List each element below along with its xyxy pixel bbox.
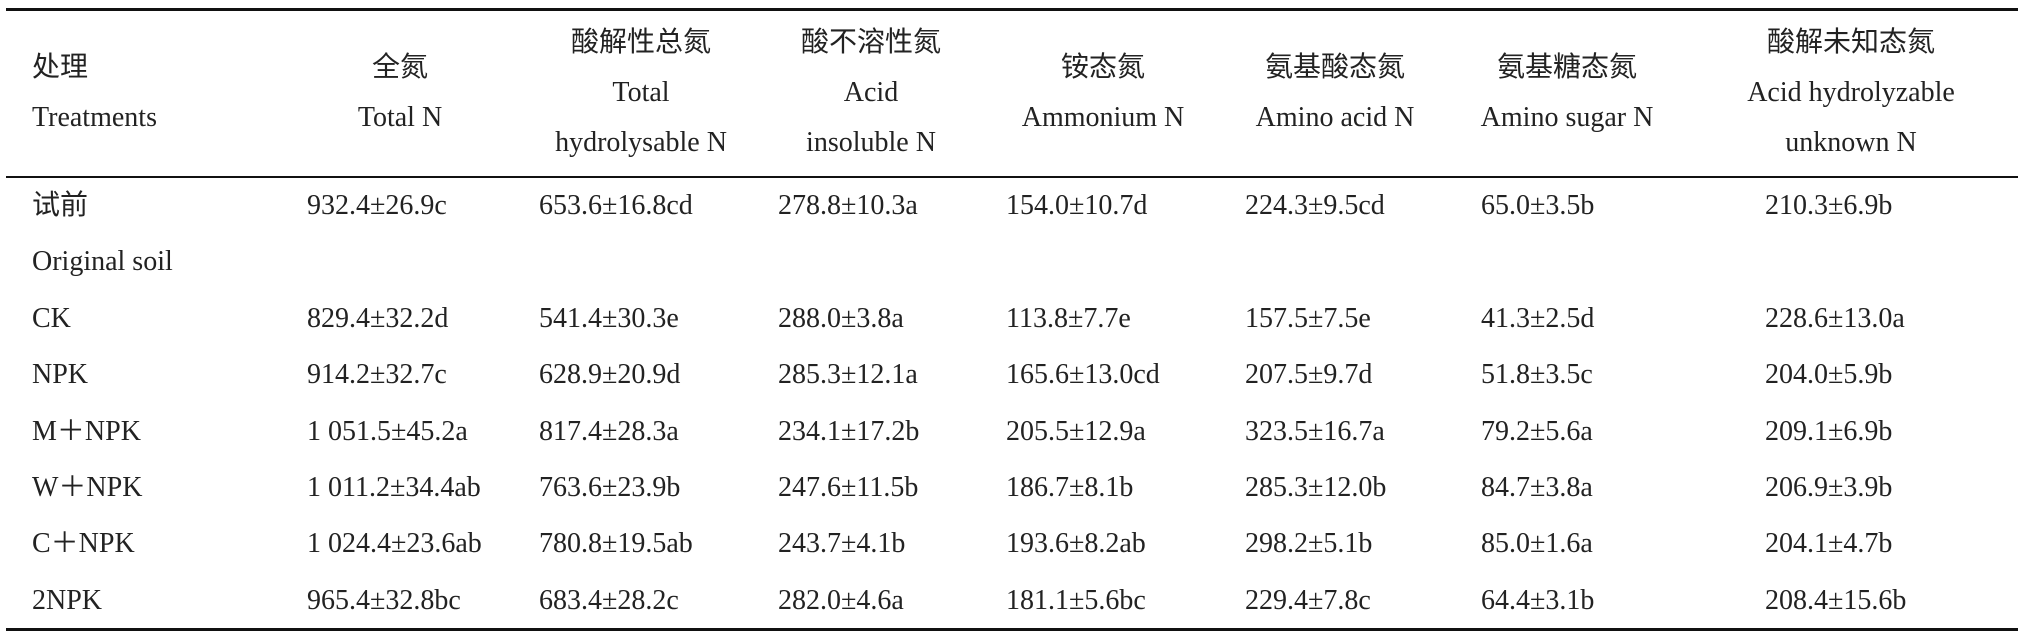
column-header-en: insoluble N xyxy=(806,127,936,158)
cell-value: 1 011.2±34.4ab xyxy=(307,472,481,503)
column-header-en: Total N xyxy=(357,102,443,133)
cell-value: 288.0±3.8a xyxy=(778,302,904,334)
bottom-rule xyxy=(6,628,2018,631)
cell-value: 65.0±3.5b xyxy=(1481,190,1595,221)
treatment-label: M＋NPK xyxy=(32,415,141,447)
treatment-label: W＋NPK xyxy=(32,472,143,503)
top-rule xyxy=(6,8,2018,11)
column-header-en: Total xyxy=(612,77,670,108)
cell-value: 247.6±11.5b xyxy=(778,472,919,503)
cell-value: 817.4±28.3a xyxy=(539,415,679,447)
cell-value: 965.4±32.8bc xyxy=(307,584,461,616)
treatment-label: C＋NPK xyxy=(32,528,135,560)
cell-value: 41.3±2.5d xyxy=(1481,302,1595,334)
cell-value: 224.3±9.5cd xyxy=(1245,190,1385,221)
column-header-en: Treatments xyxy=(32,102,157,133)
treatment-label: 试前 xyxy=(32,190,89,221)
cell-value: 85.0±1.6a xyxy=(1481,528,1593,560)
cell-value: 193.6±8.2ab xyxy=(1006,528,1146,560)
column-header-zh: 处理 xyxy=(32,52,89,83)
cell-value: 210.3±6.9b xyxy=(1765,190,1893,221)
cell-value: 51.8±3.5c xyxy=(1481,359,1593,391)
cell-value: 204.1±4.7b xyxy=(1765,528,1893,560)
cell-value: 154.0±10.7d xyxy=(1006,190,1148,221)
column-header-en: hydrolysable N xyxy=(555,127,727,158)
cell-value: 285.3±12.1a xyxy=(778,359,918,391)
column-header-en: Ammonium N xyxy=(1021,102,1185,133)
cell-value: 628.9±20.9d xyxy=(539,359,681,391)
cell-value: 541.4±30.3e xyxy=(539,302,679,334)
cell-value: 181.1±5.6bc xyxy=(1006,584,1146,616)
column-header-en: Amino sugar N xyxy=(1480,102,1654,133)
cell-value: 234.1±17.2b xyxy=(778,415,920,447)
cell-value: 780.8±19.5ab xyxy=(539,528,693,560)
cell-value: 208.4±15.6b xyxy=(1765,584,1907,616)
cell-value: 653.6±16.8cd xyxy=(539,190,693,221)
cell-value: 209.1±6.9b xyxy=(1765,415,1893,447)
cell-value: 683.4±28.2c xyxy=(539,584,679,616)
treatment-label: NPK xyxy=(32,359,89,391)
cell-value: 278.8±10.3a xyxy=(778,190,918,221)
column-header-zh: 铵态氮 xyxy=(1060,52,1146,83)
treatment-label: CK xyxy=(32,302,71,334)
cell-value: 285.3±12.0b xyxy=(1245,472,1387,503)
cell-value: 157.5±7.5e xyxy=(1245,302,1371,334)
cell-value: 207.5±9.7d xyxy=(1245,359,1373,391)
header-rule xyxy=(6,176,2018,178)
treatment-label: 2NPK xyxy=(32,584,103,616)
cell-value: 243.7±4.1b xyxy=(778,528,906,560)
cell-value: 914.2±32.7c xyxy=(307,359,447,391)
column-header-zh: 全氮 xyxy=(371,52,429,83)
column-header-zh: 氨基糖态氮 xyxy=(1496,52,1638,83)
cell-value: 298.2±5.1b xyxy=(1245,528,1373,560)
cell-value: 1 051.5±45.2a xyxy=(307,415,468,447)
cell-value: 79.2±5.6a xyxy=(1481,415,1593,447)
column-header-zh: 酸不溶性氮 xyxy=(800,27,942,58)
cell-value: 206.9±3.9b xyxy=(1765,472,1893,503)
column-header-en: Amino acid N xyxy=(1255,102,1415,133)
treatment-label: Original soil xyxy=(32,246,173,278)
cell-value: 1 024.4±23.6ab xyxy=(307,528,482,560)
cell-value: 932.4±26.9c xyxy=(307,190,447,221)
column-header-en: Acid xyxy=(843,77,899,108)
cell-value: 323.5±16.7a xyxy=(1245,415,1385,447)
column-header-zh: 氨基酸态氮 xyxy=(1264,52,1406,83)
cell-value: 763.6±23.9b xyxy=(539,472,681,503)
cell-value: 113.8±7.7e xyxy=(1006,302,1131,334)
cell-value: 282.0±4.6a xyxy=(778,584,904,616)
cell-value: 186.7±8.1b xyxy=(1006,472,1134,503)
cell-value: 229.4±7.8c xyxy=(1245,584,1371,616)
column-header-en: Acid hydrolyzable xyxy=(1747,77,1955,108)
column-header-zh: 酸解未知态氮 xyxy=(1766,27,1936,58)
cell-value: 204.0±5.9b xyxy=(1765,359,1893,391)
cell-value: 165.6±13.0cd xyxy=(1006,359,1160,391)
column-header-zh: 酸解性总氮 xyxy=(570,27,712,58)
cell-value: 64.4±3.1b xyxy=(1481,584,1595,616)
column-header-en: unknown N xyxy=(1785,127,1917,158)
cell-value: 205.5±12.9a xyxy=(1006,415,1146,447)
cell-value: 228.6±13.0a xyxy=(1765,302,1905,334)
cell-value: 829.4±32.2d xyxy=(307,302,449,334)
cell-value: 84.7±3.8a xyxy=(1481,472,1593,503)
